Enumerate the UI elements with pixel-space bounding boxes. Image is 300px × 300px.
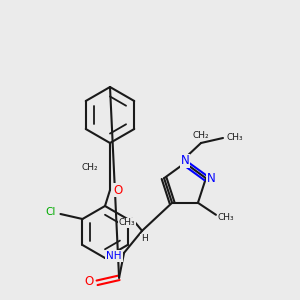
Text: Cl: Cl [45,207,56,217]
Text: O: O [84,275,94,288]
Text: CH₃: CH₃ [119,218,135,227]
Text: CH₂: CH₂ [193,130,209,140]
Text: N: N [181,154,189,167]
Text: CH₃: CH₃ [227,134,243,142]
Text: CH₃: CH₃ [218,213,234,222]
Text: CH₂: CH₂ [81,164,98,172]
Text: NH: NH [106,251,122,261]
Text: O: O [113,184,123,196]
Text: N: N [206,172,215,185]
Text: H: H [141,234,147,243]
